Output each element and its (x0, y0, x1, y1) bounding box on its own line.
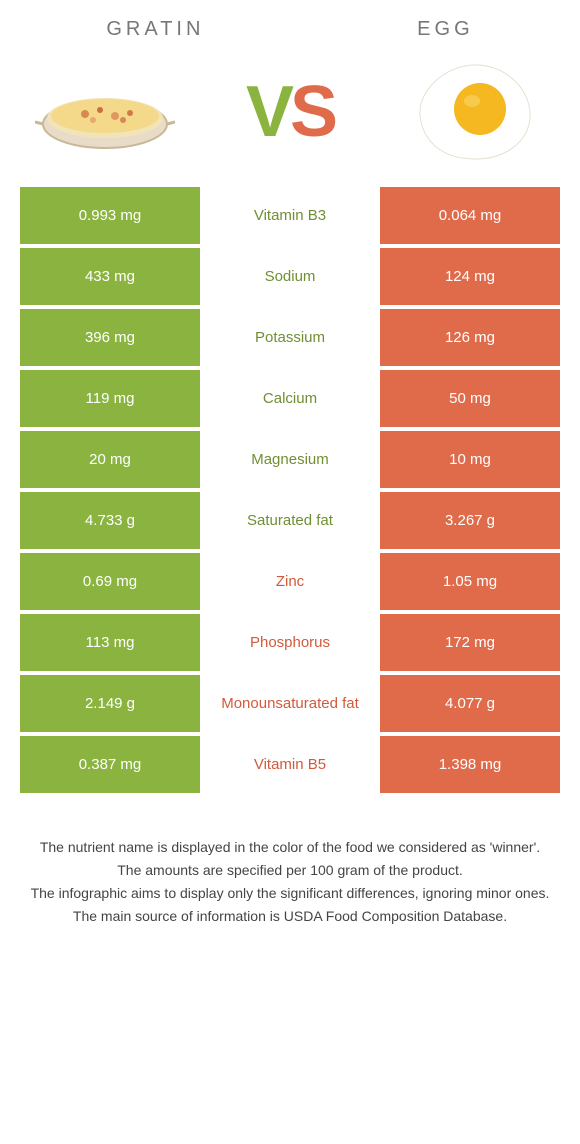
table-row: 0.387 mgVitamin B51.398 mg (20, 736, 560, 793)
images-row: V S (0, 47, 580, 187)
nutrient-label: Zinc (200, 553, 380, 610)
egg-image (400, 57, 550, 167)
footer-line: The main source of information is USDA F… (30, 906, 550, 927)
right-food-title: EGG (417, 18, 473, 41)
table-row: 0.69 mgZinc1.05 mg (20, 553, 560, 610)
nutrition-table: 0.993 mgVitamin B30.064 mg433 mgSodium12… (20, 187, 560, 793)
right-value: 3.267 g (380, 492, 560, 549)
nutrient-label: Magnesium (200, 431, 380, 488)
nutrient-label: Calcium (200, 370, 380, 427)
right-value: 10 mg (380, 431, 560, 488)
left-value: 0.993 mg (20, 187, 200, 244)
nutrient-label: Saturated fat (200, 492, 380, 549)
table-row: 4.733 gSaturated fat3.267 g (20, 492, 560, 549)
nutrient-label: Potassium (200, 309, 380, 366)
nutrient-label: Vitamin B3 (200, 187, 380, 244)
right-value: 126 mg (380, 309, 560, 366)
right-value: 50 mg (380, 370, 560, 427)
left-value: 113 mg (20, 614, 200, 671)
right-value: 1.05 mg (380, 553, 560, 610)
footer-notes: The nutrient name is displayed in the co… (0, 797, 580, 927)
gratin-image (30, 57, 180, 167)
right-value: 4.077 g (380, 675, 560, 732)
left-value: 119 mg (20, 370, 200, 427)
nutrient-label: Vitamin B5 (200, 736, 380, 793)
table-row: 0.993 mgVitamin B30.064 mg (20, 187, 560, 244)
footer-line: The infographic aims to display only the… (30, 883, 550, 904)
left-value: 0.69 mg (20, 553, 200, 610)
vs-s-letter: S (290, 71, 334, 153)
left-value: 20 mg (20, 431, 200, 488)
nutrient-label: Phosphorus (200, 614, 380, 671)
left-value: 433 mg (20, 248, 200, 305)
vs-v-letter: V (246, 71, 290, 153)
table-row: 2.149 gMonounsaturated fat4.077 g (20, 675, 560, 732)
right-value: 0.064 mg (380, 187, 560, 244)
table-row: 20 mgMagnesium10 mg (20, 431, 560, 488)
vs-label: V S (246, 71, 334, 153)
right-value: 172 mg (380, 614, 560, 671)
right-value: 124 mg (380, 248, 560, 305)
table-row: 433 mgSodium124 mg (20, 248, 560, 305)
right-value: 1.398 mg (380, 736, 560, 793)
left-value: 4.733 g (20, 492, 200, 549)
table-row: 119 mgCalcium50 mg (20, 370, 560, 427)
table-row: 396 mgPotassium126 mg (20, 309, 560, 366)
nutrient-label: Monounsaturated fat (200, 675, 380, 732)
nutrient-label: Sodium (200, 248, 380, 305)
header: GRATIN EGG (0, 0, 580, 47)
left-value: 2.149 g (20, 675, 200, 732)
footer-line: The amounts are specified per 100 gram o… (30, 860, 550, 881)
footer-line: The nutrient name is displayed in the co… (30, 837, 550, 858)
left-value: 0.387 mg (20, 736, 200, 793)
left-food-title: GRATIN (106, 18, 204, 41)
table-row: 113 mgPhosphorus172 mg (20, 614, 560, 671)
left-value: 396 mg (20, 309, 200, 366)
